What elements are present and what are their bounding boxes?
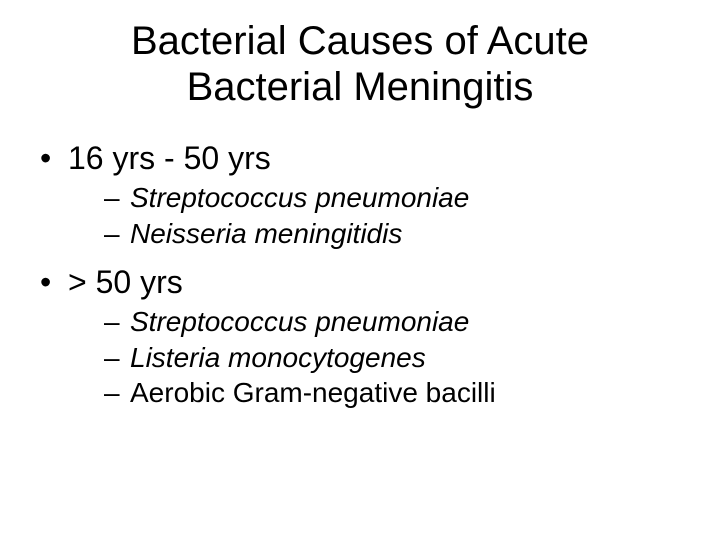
age-group-1-heading: 16 yrs - 50 yrs <box>68 140 271 176</box>
title-line-1: Bacterial Causes of Acute <box>131 19 589 63</box>
age-group-2-items: Streptococcus pneumoniae Listeria monocy… <box>68 305 720 410</box>
organism-name: Streptococcus pneumoniae <box>130 182 469 213</box>
organism-name: Aerobic Gram-negative bacilli <box>130 377 496 408</box>
slide-content: 16 yrs - 50 yrs Streptococcus pneumoniae… <box>40 140 720 410</box>
list-item: Aerobic Gram-negative bacilli <box>68 376 720 410</box>
age-group-2-heading: > 50 yrs <box>68 264 183 300</box>
title-line-2: Bacterial Meningitis <box>187 65 534 109</box>
list-item: Streptococcus pneumoniae <box>68 181 720 215</box>
organism-name: Neisseria meningitidis <box>130 218 402 249</box>
slide-title: Bacterial Causes of Acute Bacterial Meni… <box>40 0 680 110</box>
organism-name: Streptococcus pneumoniae <box>130 306 469 337</box>
list-item: Listeria monocytogenes <box>68 341 720 375</box>
bullet-list: 16 yrs - 50 yrs Streptococcus pneumoniae… <box>40 140 720 410</box>
list-item: Streptococcus pneumoniae <box>68 305 720 339</box>
organism-name: Listeria monocytogenes <box>130 342 426 373</box>
slide: Bacterial Causes of Acute Bacterial Meni… <box>0 0 720 540</box>
list-item: Neisseria meningitidis <box>68 217 720 251</box>
age-group-1: 16 yrs - 50 yrs Streptococcus pneumoniae… <box>40 140 720 250</box>
age-group-2: > 50 yrs Streptococcus pneumoniae Lister… <box>40 264 720 410</box>
age-group-1-items: Streptococcus pneumoniae Neisseria menin… <box>68 181 720 250</box>
